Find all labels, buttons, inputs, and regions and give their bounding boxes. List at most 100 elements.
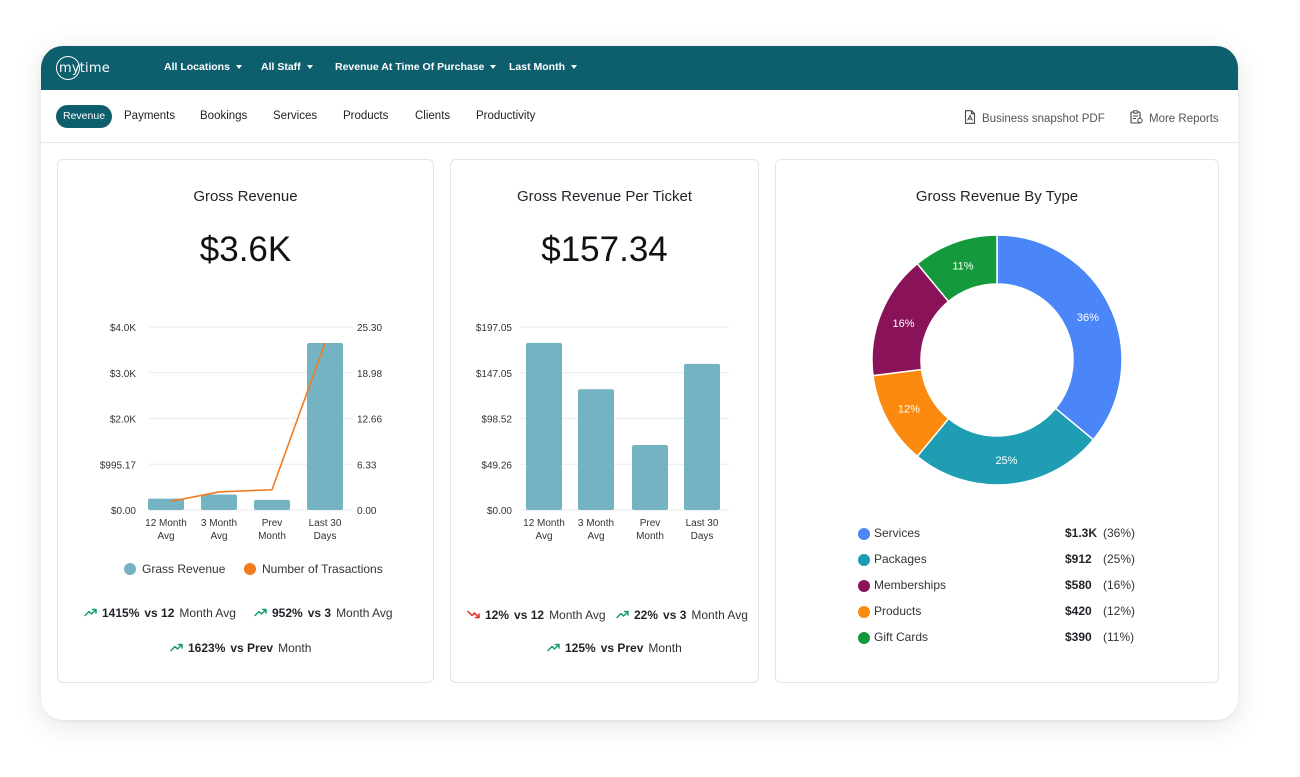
trend-up-icon: [84, 606, 97, 620]
slice-label: 16%: [893, 318, 915, 330]
y2-tick-label: 18.98: [357, 369, 382, 380]
stat-period: Month Avg: [691, 608, 748, 622]
legend-item-transactions[interactable]: Number of Trasactions: [244, 562, 383, 576]
type-row-services[interactable]: Services $1.3K (36%): [858, 526, 1138, 542]
type-name: Products: [874, 604, 922, 618]
tab-clients[interactable]: Clients: [415, 110, 451, 122]
x-tick-label: Days: [314, 531, 337, 542]
bar: [578, 389, 614, 510]
y-tick-label: $0.00: [111, 506, 136, 517]
y-tick-label: $0.00: [487, 506, 512, 517]
x-tick-label: Month: [258, 531, 286, 542]
legend-swatch: [858, 632, 870, 644]
transactions-line: [170, 342, 326, 503]
type-name: Gift Cards: [874, 630, 929, 644]
y-tick-label: $2.0K: [110, 415, 136, 426]
stat-value: 22%: [634, 608, 659, 622]
stat-period: Month Avg: [336, 606, 393, 620]
tab-revenue[interactable]: Revenue: [56, 105, 113, 128]
legend-label: Number of Trasactions: [262, 562, 383, 576]
type-row-gift-cards[interactable]: Gift Cards $390 (11%): [858, 630, 1138, 646]
revenue-by-type-donut: 36% 25% 12% 16% 11%: [871, 234, 1123, 486]
y-tick-label: $197.05: [476, 323, 513, 334]
bar: [307, 343, 343, 510]
stat-vs-prev-month: 1623% vs Prev Month: [170, 641, 311, 655]
stat-value: 1415%: [102, 606, 140, 620]
y2-tick-label: 12.66: [357, 415, 382, 426]
business-snapshot-pdf-link[interactable]: Business snapshot PDF: [964, 110, 1105, 127]
more-reports-link[interactable]: More Reports: [1130, 110, 1219, 127]
y-tick-label: $4.0K: [110, 323, 136, 334]
type-percent: (25%): [1103, 552, 1136, 566]
type-name: Services: [874, 526, 921, 540]
legend-swatch: [858, 606, 870, 618]
filter-revenue-type-label: Revenue At Time Of Purchase: [335, 61, 485, 73]
x-tick-label: Month: [636, 531, 664, 542]
tab-payments[interactable]: Payments: [124, 110, 176, 122]
stat-compare: vs 3: [307, 606, 332, 620]
y-tick-label: $3.0K: [110, 369, 136, 380]
gross-revenue-per-ticket-card: Gross Revenue Per Ticket $157.34 $0.00 $4…: [450, 159, 759, 683]
tab-services[interactable]: Services: [273, 110, 318, 122]
donut-slice: [916, 234, 998, 303]
tab-products[interactable]: Products: [343, 110, 389, 122]
trend-up-icon: [170, 641, 183, 655]
stat-period: Month: [648, 641, 682, 655]
filter-date-range-label: Last Month: [509, 61, 565, 73]
y-tick-label: $995.17: [100, 460, 137, 471]
x-tick-label: Last 30: [309, 518, 342, 529]
caret-down-icon: [490, 65, 497, 69]
stat-compare: vs 3: [663, 608, 687, 622]
trend-up-icon: [254, 606, 267, 620]
stat-vs-12-month: 12% vs 12 Month Avg: [467, 608, 606, 622]
type-amount: $420: [1065, 604, 1092, 618]
legend-swatch: [858, 528, 870, 540]
bar: [632, 444, 668, 510]
stat-period: Month Avg: [549, 608, 606, 622]
top-bar: mytime All Locations All Staff Revenue A…: [41, 46, 1238, 90]
donut-slice: [996, 234, 1123, 441]
legend-item-revenue[interactable]: Grass Revenue: [124, 562, 225, 576]
report-tabs-bar: Revenue Payments Bookings Services Produ…: [41, 90, 1238, 143]
tab-productivity[interactable]: Productivity: [476, 110, 536, 122]
x-tick-label: Prev: [262, 518, 283, 529]
filter-staff-label: All Staff: [261, 61, 301, 73]
type-percent: (11%): [1103, 630, 1135, 644]
stat-compare: vs Prev: [230, 641, 274, 655]
y-tick-label: $49.26: [481, 460, 512, 471]
slice-label: 25%: [995, 455, 1017, 467]
stat-value: 1623%: [188, 641, 226, 655]
per-ticket-chart: $0.00 $49.26 $98.52 $147.05 $197.05 12 Month A…: [476, 323, 729, 542]
type-row-packages[interactable]: Packages $912 (25%): [858, 552, 1138, 568]
type-percent: (12%): [1103, 604, 1136, 618]
stat-value: 12%: [485, 608, 510, 622]
tab-bookings[interactable]: Bookings: [200, 110, 248, 122]
trend-down-icon: [467, 608, 480, 622]
filter-revenue-type[interactable]: Revenue At Time Of Purchase: [335, 61, 497, 73]
filter-locations[interactable]: All Locations: [164, 61, 242, 73]
x-tick-label: Days: [691, 531, 714, 542]
bar: [526, 342, 562, 510]
legend-label: Grass Revenue: [142, 562, 226, 576]
type-amount: $1.3K: [1065, 526, 1098, 540]
type-amount: $390: [1065, 630, 1092, 644]
x-tick-label: 12 Month: [523, 518, 565, 529]
filter-staff[interactable]: All Staff: [261, 61, 313, 73]
bar: [148, 498, 184, 510]
per-ticket-value: $157.34: [541, 230, 668, 269]
logo-circle-icon: [56, 56, 80, 80]
more-reports-label: More Reports: [1149, 112, 1219, 125]
type-row-memberships[interactable]: Memberships $580 (16%): [858, 578, 1138, 594]
filter-date-range[interactable]: Last Month: [509, 61, 577, 73]
mytime-logo[interactable]: mytime: [56, 56, 110, 80]
type-row-products[interactable]: Products $420 (12%): [858, 604, 1138, 620]
card-title: Gross Revenue Per Ticket: [516, 188, 693, 205]
stat-vs-3-month: 22% vs 3 Month Avg: [616, 608, 748, 622]
card-title: Gross Revenue: [193, 188, 298, 205]
legend-swatch: [858, 580, 870, 592]
gross-revenue-by-type-card: Gross Revenue By Type 36% 25% 12% 16% 11% Se…: [775, 159, 1219, 683]
pdf-file-icon: [964, 110, 976, 127]
app-window: mytime All Locations All Staff Revenue A…: [41, 46, 1238, 720]
x-tick-label: Avg: [587, 531, 604, 542]
stat-value: 952%: [272, 606, 303, 620]
